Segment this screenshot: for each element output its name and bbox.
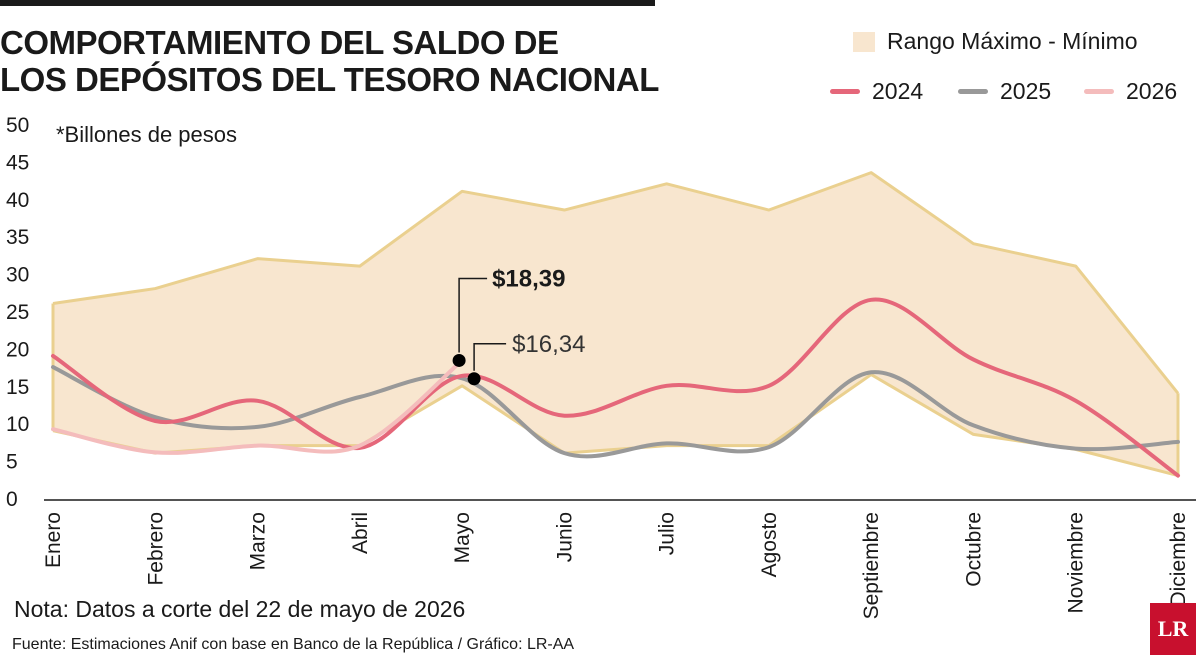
y-tick-label: 0 bbox=[6, 488, 18, 511]
annotation-leader bbox=[458, 277, 488, 353]
annotation-marker bbox=[452, 353, 466, 367]
series-line-2024 bbox=[51, 297, 1180, 478]
x-tick-label: Diciembre bbox=[1167, 512, 1190, 607]
x-tick-label: Octubre bbox=[962, 512, 985, 587]
unit-note: *Billones de pesos bbox=[56, 122, 238, 147]
chart-title-line2: LOS DEPÓSITOS DEL TESORO NACIONAL bbox=[0, 61, 659, 98]
legend-line-2025 bbox=[958, 89, 988, 94]
legend-line-2026 bbox=[1084, 89, 1114, 94]
y-tick-label: 15 bbox=[6, 376, 29, 399]
legend-item-2025: 2025 bbox=[958, 78, 1051, 105]
chart-title-line1: COMPORTAMIENTO DEL SALDO DE bbox=[0, 24, 559, 61]
x-tick-label: Febrero bbox=[144, 512, 167, 586]
x-tick-label: Mayo bbox=[451, 512, 474, 563]
y-tick-label: 5 bbox=[6, 451, 18, 474]
annotations: $18,39 $16,34 bbox=[452, 265, 585, 386]
legend-label-2024: 2024 bbox=[872, 78, 924, 104]
y-tick-label: 20 bbox=[6, 338, 29, 361]
legend-range-swatch bbox=[853, 31, 875, 52]
legend-range-label: Rango Máximo - Mínimo bbox=[887, 28, 1138, 54]
y-tick-label: 25 bbox=[6, 301, 29, 324]
range-area bbox=[53, 172, 1178, 476]
annotation-marker bbox=[467, 372, 481, 386]
x-tick-label: Junio bbox=[553, 512, 576, 562]
source-credit: Fuente: Estimaciones Anif con base en Ba… bbox=[12, 636, 575, 653]
legend-item-2026: 2026 bbox=[1084, 78, 1177, 105]
annotation-label: $18,39 bbox=[492, 265, 565, 292]
y-tick-label: 30 bbox=[6, 264, 29, 287]
y-tick-label: 40 bbox=[6, 189, 29, 212]
lr-logo: LR bbox=[1150, 603, 1196, 655]
x-tick-label: Noviembre bbox=[1065, 512, 1088, 614]
y-tick-label: 45 bbox=[6, 151, 29, 174]
legend-range: Rango Máximo - Mínimo bbox=[853, 28, 1138, 55]
series-line-2026 bbox=[51, 358, 465, 455]
y-tick-label: 50 bbox=[6, 114, 29, 137]
series-line-2025 bbox=[51, 365, 1180, 459]
annotation-label: $16,34 bbox=[512, 331, 585, 358]
y-tick-label: 10 bbox=[6, 413, 29, 436]
x-tick-label: Agosto bbox=[758, 512, 781, 577]
x-tick-label: Marzo bbox=[247, 512, 270, 570]
legend-item-2024: 2024 bbox=[830, 78, 923, 105]
x-tick-label: Abril bbox=[349, 512, 372, 554]
x-tick-label: Julio bbox=[656, 512, 679, 555]
top-rule bbox=[0, 0, 655, 6]
x-tick-label: Septiembre bbox=[860, 512, 883, 619]
chart-title: COMPORTAMIENTO DEL SALDO DE LOS DEPÓSITO… bbox=[0, 24, 659, 98]
footnote: Nota: Datos a corte del 22 de mayo de 20… bbox=[14, 596, 466, 622]
annotation-leader bbox=[473, 343, 507, 371]
legend-label-2025: 2025 bbox=[1000, 78, 1052, 104]
legend-line-2024 bbox=[830, 89, 860, 94]
series-lines bbox=[51, 297, 1180, 478]
range-max-line bbox=[52, 171, 1180, 395]
range-band bbox=[51, 171, 1180, 478]
y-tick-label: 35 bbox=[6, 226, 29, 249]
x-tick-label: Enero bbox=[42, 512, 65, 568]
axes: 0 5 10 15 20 25 30 35 40 45 50 Enero Febrero Marzo Abr… bbox=[6, 114, 1196, 619]
legend-label-2026: 2026 bbox=[1126, 78, 1178, 104]
